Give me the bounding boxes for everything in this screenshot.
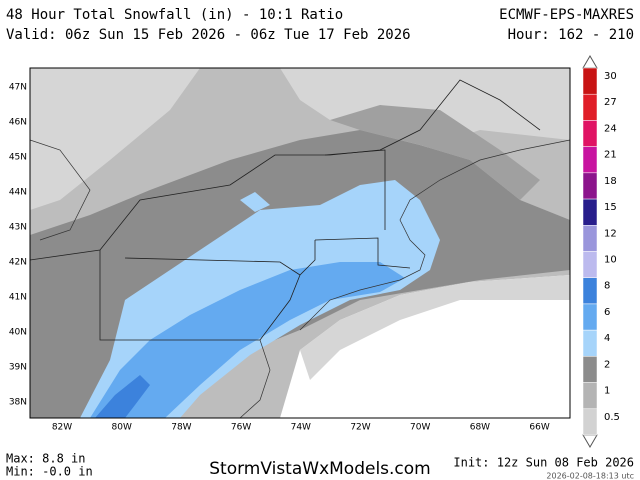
max-value: Max: 8.8 in: [6, 452, 85, 466]
colorbar-swatch: [582, 303, 598, 331]
colorbar-label: 6: [604, 307, 610, 318]
state-border: [99, 240, 316, 341]
colorbar-swatch: [582, 120, 598, 147]
site-name: StormVistaWxModels.com: [209, 459, 431, 479]
lat-label: 47N: [9, 83, 27, 93]
coastline: [299, 139, 570, 331]
colorbar-swatch: [582, 67, 598, 95]
lat-label: 44N: [9, 188, 27, 198]
lon-label: 78W: [171, 423, 191, 433]
colorbar-swatch: [582, 356, 598, 383]
title: 48 Hour Total Snowfall (in) - 10:1 Ratio: [6, 7, 343, 23]
lon-label: 72W: [350, 423, 370, 433]
colorbar-arrow: [582, 434, 598, 448]
snow-region: [240, 192, 270, 212]
colorbar-arrow: [582, 55, 598, 69]
colorbar-swatch: [582, 225, 598, 252]
colorbar-swatch: [582, 408, 598, 436]
colorbar-label: 12: [604, 228, 617, 239]
light-region: [300, 275, 570, 380]
lon-label: 82W: [52, 423, 72, 433]
colorbar-label: 18: [604, 176, 617, 187]
lat-label: 40N: [9, 328, 27, 338]
colorbar-label: 24: [604, 123, 617, 134]
lon-label: 66W: [529, 423, 549, 433]
colorbar-swatch: [582, 172, 598, 200]
lake-shore: [30, 139, 91, 241]
init-time: Init: 12z Sun 08 Feb 2026: [453, 456, 634, 470]
light-region: [30, 68, 200, 210]
colorbar-label: 10: [604, 255, 617, 266]
state-border: [314, 237, 411, 269]
colorbar-label: 21: [604, 150, 617, 161]
lat-labels: 47N 46N 45N 44N 43N 42N 41N 40N 39N 38N: [9, 83, 27, 408]
mid-region: [330, 105, 540, 200]
colorbar-swatch: [582, 329, 598, 357]
coastline: [239, 339, 271, 418]
colorbar-swatch: [582, 146, 598, 174]
snow-region: [95, 375, 150, 418]
colorbar-label: 1: [604, 386, 610, 397]
colorbar-label: 30: [604, 71, 617, 82]
colorbar-label: 4: [604, 333, 610, 344]
map-frame: [29, 67, 571, 419]
min-value: Min: -0.0 in: [6, 465, 93, 479]
ocean-region: [280, 275, 570, 418]
colorbar-swatch: [582, 198, 598, 226]
lon-label: 70W: [410, 423, 430, 433]
colorbar-label: 2: [604, 359, 610, 370]
map: 47N 46N 45N 44N 43N 42N 41N 40N 39N 38N 82W 80W 78W…: [9, 67, 571, 433]
lon-label: 80W: [112, 423, 132, 433]
lat-label: 43N: [9, 223, 27, 233]
forecast-hour: Hour: 162 - 210: [508, 27, 634, 43]
valid-time: Valid: 06z Sun 15 Feb 2026 - 06z Tue 17 …: [6, 27, 411, 43]
lat-label: 38N: [9, 398, 27, 408]
colorbar-label: 8: [604, 281, 610, 292]
country-border: [30, 79, 541, 261]
colorbar-swatch: [582, 251, 598, 278]
colorbar-label: 27: [604, 97, 617, 108]
lon-label: 68W: [470, 423, 490, 433]
lon-label: 76W: [231, 423, 251, 433]
lat-label: 46N: [9, 118, 27, 128]
lon-label: 74W: [291, 423, 311, 433]
state-border: [124, 257, 301, 276]
colorbar-swatch: [582, 277, 598, 305]
colorbar-swatch: [582, 93, 598, 121]
lat-label: 45N: [9, 153, 27, 163]
lat-label: 39N: [9, 363, 27, 373]
lat-label: 41N: [9, 293, 27, 303]
timestamp: 2026-02-08-18:13 utc: [546, 472, 634, 480]
colorbar-swatch: [582, 382, 598, 410]
colorbar-label: 0.5: [604, 412, 620, 423]
lat-label: 42N: [9, 258, 27, 268]
model-name: ECMWF-EPS-MAXRES: [499, 7, 634, 23]
lon-labels: 82W 80W 78W 76W 74W 72W 70W 68W 66W: [52, 423, 550, 433]
colorbar-label: 15: [604, 202, 617, 213]
